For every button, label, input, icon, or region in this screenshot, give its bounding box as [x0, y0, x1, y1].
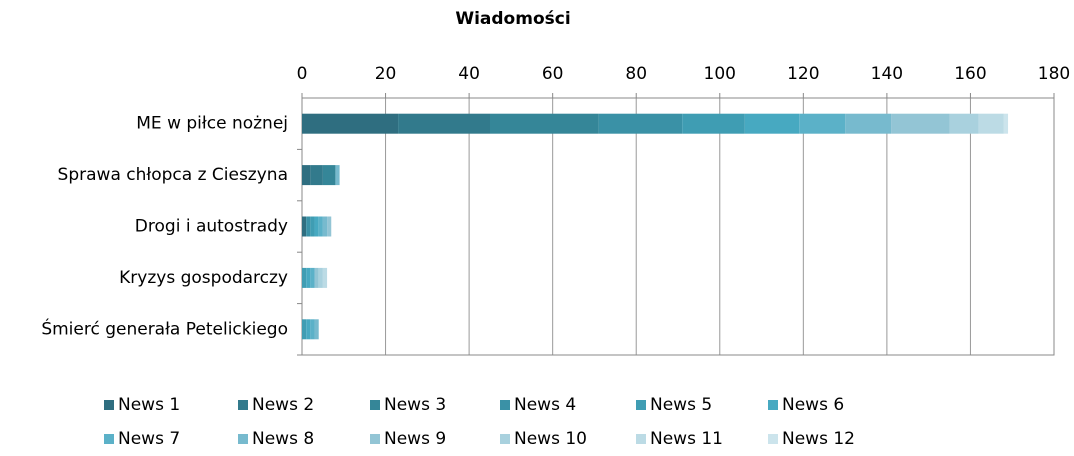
bar-segment	[306, 319, 311, 340]
bar-segment	[302, 165, 311, 186]
bar-segment	[302, 216, 307, 237]
bar-segment	[310, 319, 315, 340]
y-tick-label: Kryzys gospodarczy	[119, 268, 288, 288]
bar-segment	[845, 113, 892, 134]
x-tick-label: 160	[954, 64, 986, 84]
legend-swatch	[500, 400, 510, 410]
legend-label: News 5	[650, 395, 712, 415]
bar-segment	[322, 165, 336, 186]
x-tick-label: 180	[1038, 64, 1070, 84]
bar-segment	[310, 165, 323, 186]
bar-segment	[318, 216, 323, 237]
legend-swatch	[238, 400, 248, 410]
bar-segment	[598, 113, 683, 134]
bar-segment	[310, 267, 315, 288]
bar-segment	[302, 113, 399, 134]
legend-swatch	[636, 400, 646, 410]
bar-segment	[310, 216, 315, 237]
legend-label: News 3	[384, 395, 446, 415]
legend-swatch	[104, 434, 114, 444]
legend-swatch	[500, 434, 510, 444]
bar-segment	[314, 319, 319, 340]
legend-label: News 9	[384, 429, 446, 449]
legend-swatch	[768, 400, 778, 410]
bar-segment	[398, 113, 490, 134]
x-tick-label: 140	[871, 64, 903, 84]
legend-label: News 12	[782, 429, 855, 449]
x-tick-label: 80	[625, 64, 647, 84]
legend-swatch	[768, 434, 778, 444]
bar-segment	[335, 165, 340, 186]
bar-segment	[744, 113, 800, 134]
bar-segment	[314, 267, 319, 288]
legend-swatch	[636, 434, 646, 444]
bar-segment	[322, 267, 328, 288]
legend-label: News 10	[514, 429, 587, 449]
bar-segment	[978, 113, 1004, 134]
bar-segment	[327, 216, 332, 237]
y-tick-label: ME w piłce nożnej	[136, 114, 288, 134]
bar-segment	[891, 113, 950, 134]
x-tick-label: 60	[542, 64, 564, 84]
bar-segment	[306, 216, 311, 237]
legend-label: News 7	[118, 429, 180, 449]
legend-label: News 4	[514, 395, 576, 415]
legend-label: News 11	[650, 429, 723, 449]
legend-label: News 2	[252, 395, 314, 415]
bar-segment	[799, 113, 846, 134]
bar-segment	[682, 113, 745, 134]
bar-segment	[318, 267, 323, 288]
x-tick-label: 100	[704, 64, 736, 84]
x-tick-label: 120	[787, 64, 819, 84]
bar-segment	[490, 113, 599, 134]
legend-label: News 8	[252, 429, 314, 449]
x-tick-label: 20	[375, 64, 397, 84]
legend-swatch	[370, 434, 380, 444]
legend-swatch	[238, 434, 248, 444]
x-tick-label: 40	[458, 64, 480, 84]
bar-segment	[314, 216, 319, 237]
x-tick-label: 0	[297, 64, 308, 84]
bar-segment	[302, 267, 307, 288]
legend-label: News 6	[782, 395, 844, 415]
bar-segment	[949, 113, 979, 134]
y-tick-label: Drogi i autostrady	[135, 217, 288, 237]
legend-label: News 1	[118, 395, 180, 415]
bar-segment	[322, 216, 328, 237]
legend-swatch	[104, 400, 114, 410]
y-tick-label: Sprawa chłopca z Cieszyna	[58, 165, 288, 185]
plot-border	[301, 97, 1055, 356]
bar-segment	[1003, 113, 1009, 134]
bar-segment	[306, 267, 311, 288]
bar-segment	[302, 319, 307, 340]
chart-title: Wiadomości	[455, 9, 570, 29]
legend-swatch	[370, 400, 380, 410]
y-tick-label: Śmierć generała Petelickiego	[41, 317, 288, 339]
